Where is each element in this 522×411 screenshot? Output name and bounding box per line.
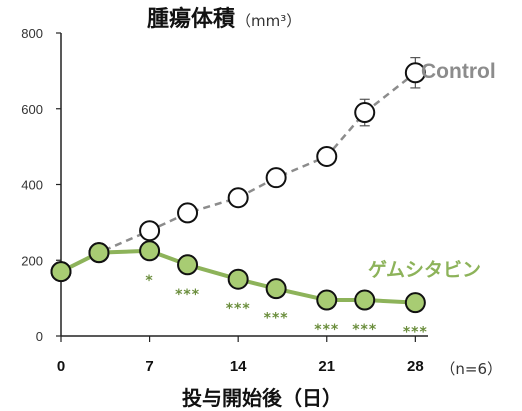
x-tick-label: 14 [230, 358, 247, 375]
data-point [177, 202, 199, 224]
series-gemcitabine [50, 240, 426, 314]
data-point [139, 220, 161, 242]
data-point [227, 268, 249, 290]
significance-label: *** [403, 325, 428, 341]
y-tick-label: 200 [21, 253, 43, 268]
y-tick-label: 800 [21, 26, 43, 41]
chart-title-unit: （mm³） [236, 12, 301, 30]
data-point [404, 62, 426, 84]
data-point [354, 102, 376, 124]
significance-markers: ************* *** *** [145, 273, 428, 341]
x-tick-label: 21 [318, 358, 335, 375]
significance-label: *** [352, 322, 377, 338]
data-point [316, 289, 338, 311]
significance-label: *** [175, 287, 200, 303]
data-point [50, 261, 72, 283]
significance-label: *** [226, 301, 251, 317]
chart-title: 腫瘍体積 [147, 6, 236, 32]
series-layer [50, 57, 426, 314]
y-tick-label: 600 [21, 102, 43, 117]
data-point [139, 240, 161, 262]
series-label-gemcitabine: ゲムシタビン [368, 259, 481, 281]
data-point [177, 254, 199, 276]
sample-size-label: （n=6） [440, 360, 502, 378]
data-point [265, 167, 287, 189]
chart-title-group: 腫瘍体積 （mm³） [147, 6, 301, 32]
data-point [227, 187, 249, 209]
x-tick-label: 28 [407, 358, 424, 375]
series-label-control: Control [421, 60, 496, 83]
data-point [316, 145, 338, 167]
significance-label: *** [314, 322, 339, 338]
significance-label: * [145, 273, 153, 289]
x-axis-label: 投与開始後（日） [182, 386, 342, 410]
y-tick-labels: 0 200 400 600 800 [21, 26, 43, 344]
y-tick-label: 0 [36, 329, 43, 344]
x-tick-labels: 0 7 14 21 28 [57, 358, 424, 375]
data-point [354, 289, 376, 311]
significance-label: *** [264, 311, 289, 327]
data-point [404, 292, 426, 314]
y-tick-label: 400 [21, 178, 43, 193]
data-point [265, 278, 287, 300]
x-tick-label: 7 [145, 358, 153, 375]
axes [56, 32, 428, 342]
data-point [88, 242, 110, 264]
x-tick-label: 0 [57, 358, 65, 375]
